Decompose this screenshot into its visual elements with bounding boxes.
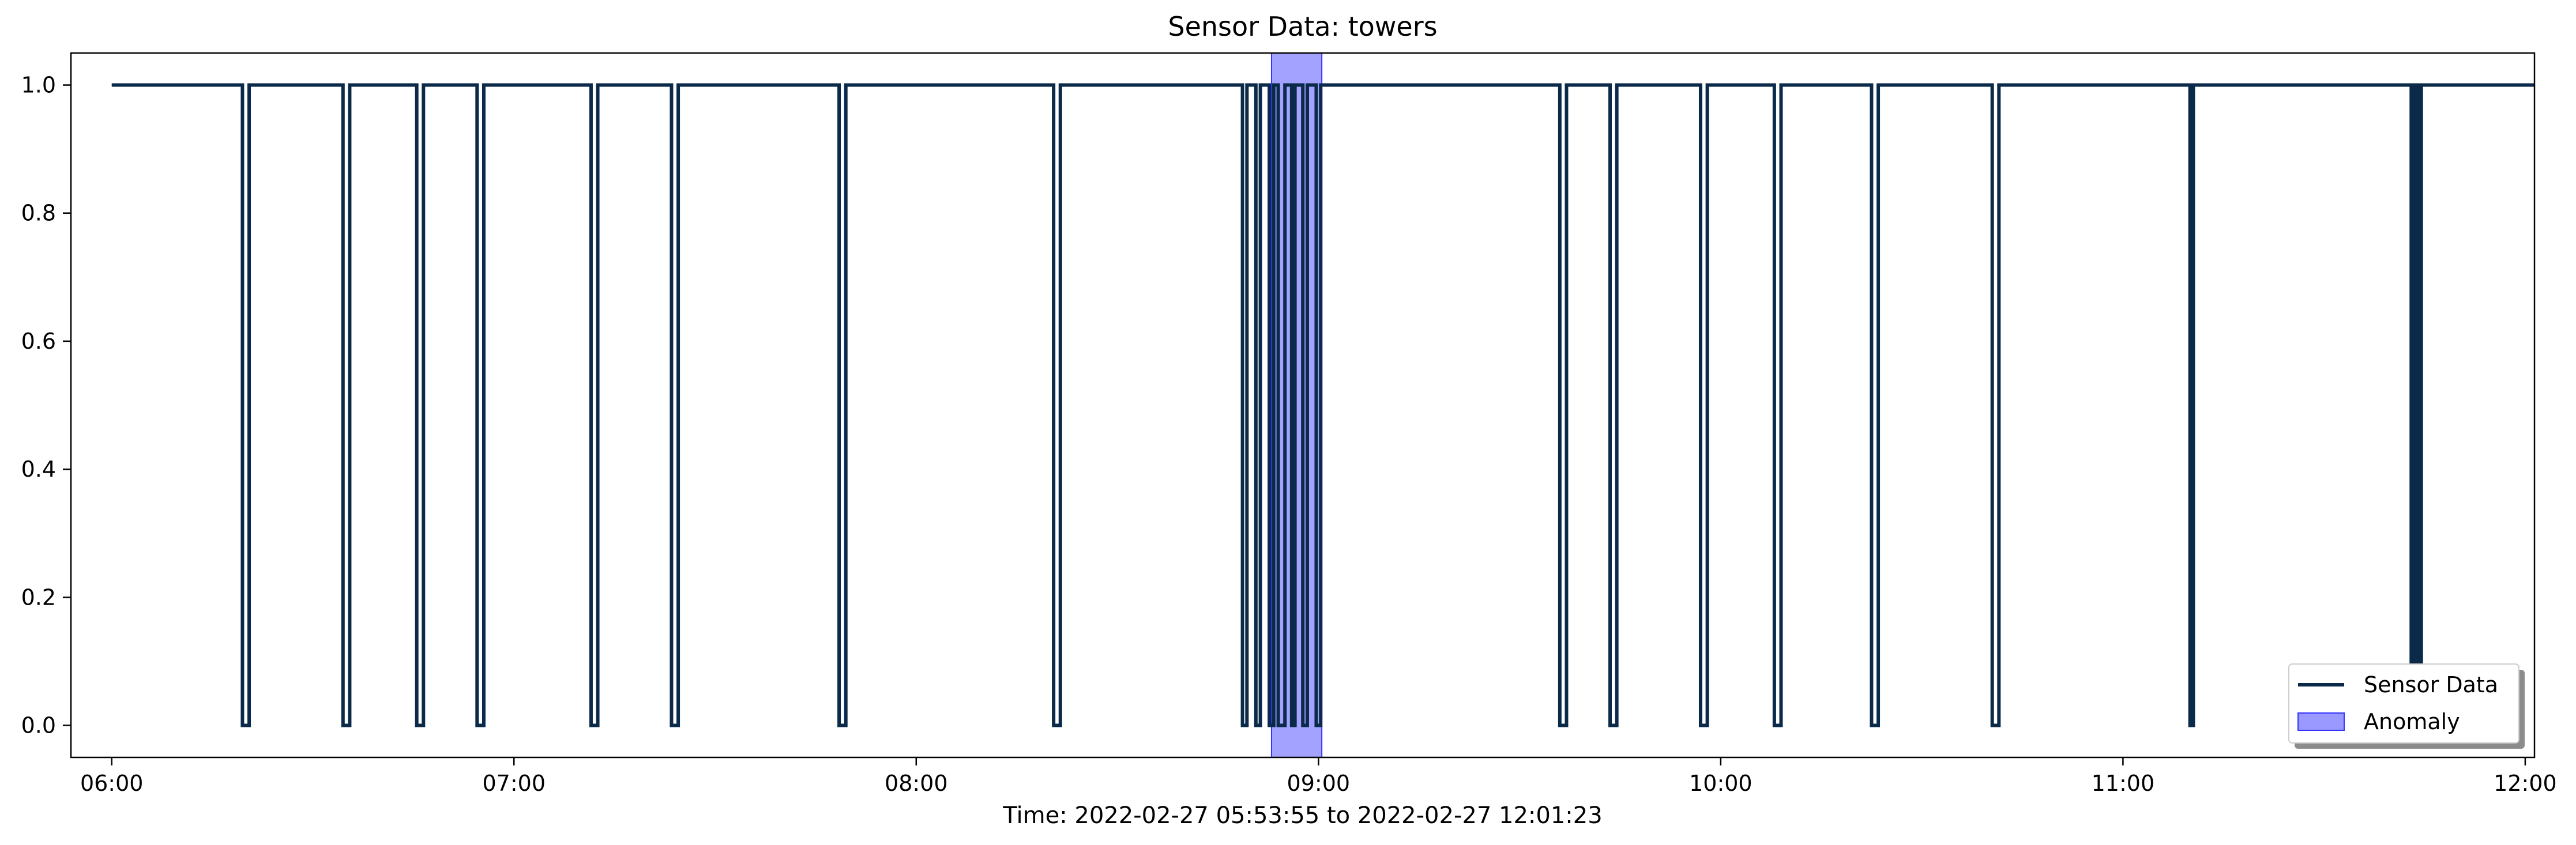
x-tick-label: 08:00	[885, 771, 948, 796]
x-tick-label: 06:00	[80, 771, 144, 796]
y-tick-label: 0.4	[21, 457, 56, 482]
legend: Sensor Data Anomaly	[2288, 663, 2525, 749]
y-tick-label: 0.2	[21, 584, 56, 610]
legend-anomaly-swatch	[2297, 712, 2345, 731]
x-tick-label: 11:00	[2092, 771, 2155, 796]
x-tick-label: 09:00	[1287, 771, 1351, 796]
x-tick-label: 10:00	[1689, 771, 1753, 796]
x-axis: 06:00 07:00 08:00 09:00 10:00 11:00 12:00	[80, 757, 2557, 796]
series-layer	[111, 83, 2534, 727]
y-tick-label: 0.6	[21, 329, 56, 354]
plot-frame	[70, 52, 2536, 759]
x-tick-label: 07:00	[482, 771, 546, 796]
y-tick-label: 0.8	[21, 201, 56, 226]
legend-box	[2288, 663, 2519, 744]
y-axis: 0.0 0.2 0.4 0.6 0.8 1.0	[21, 73, 71, 738]
x-axis-label: Time: 2022-02-27 05:53:55 to 2022-02-27 …	[1002, 802, 1602, 829]
chart-title: Sensor Data: towers	[1168, 11, 1437, 42]
series-line-sensor-data	[111, 83, 2534, 727]
legend-label-sensor-data: Sensor Data	[2364, 672, 2498, 697]
y-tick-label: 1.0	[21, 73, 56, 98]
x-tick-label: 12:00	[2494, 771, 2557, 796]
y-tick-label: 0.0	[21, 712, 56, 738]
legend-label-anomaly: Anomaly	[2364, 709, 2460, 734]
